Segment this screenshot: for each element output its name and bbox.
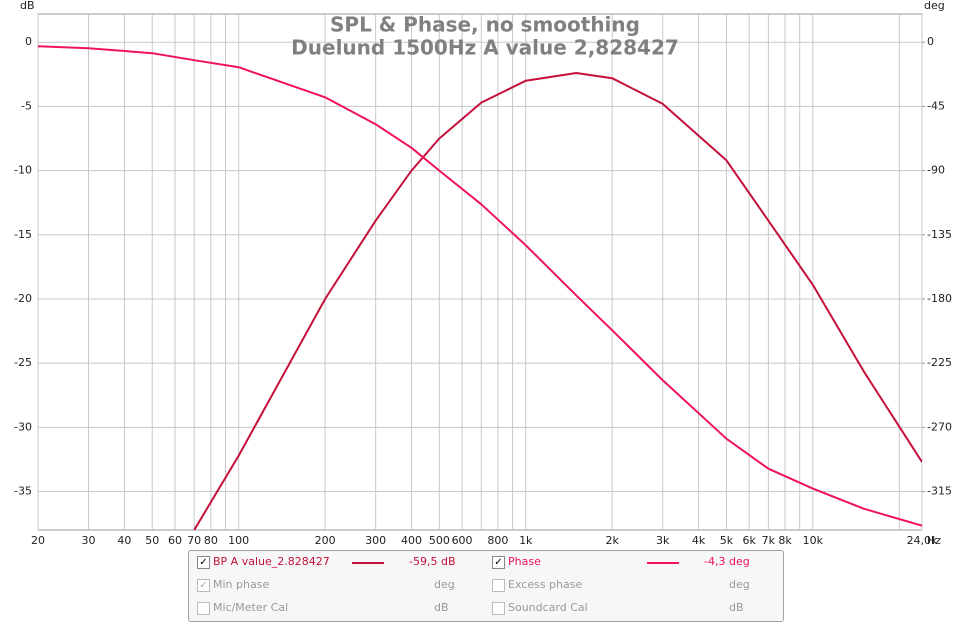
legend-label: Min phase — [213, 578, 270, 591]
x-tick-label: 80 — [204, 534, 218, 547]
y-tick-label: -30 — [14, 420, 32, 433]
checkbox[interactable]: ✓ — [197, 556, 210, 569]
x-tick-label: 60 — [168, 534, 182, 547]
y2-tick-label: -45 — [927, 99, 945, 112]
legend-unit: deg — [434, 578, 455, 591]
y-tick-label: -10 — [14, 164, 32, 177]
y-tick-label: -5 — [21, 99, 32, 112]
legend-label: Excess phase — [508, 578, 583, 591]
x-tick-label: 800 — [487, 534, 508, 547]
legend-reading: -4,3 deg — [704, 555, 750, 568]
legend-unit: deg — [729, 578, 750, 591]
chart-title: SPL & Phase, no smoothing — [330, 13, 640, 37]
checkbox[interactable]: ✓ — [492, 556, 505, 569]
legend-reading: -59,5 dB — [409, 555, 456, 568]
y2-tick-label: -135 — [927, 228, 952, 241]
x-tick-label: 24,0k — [907, 534, 938, 547]
legend-label: Soundcard Cal — [508, 601, 588, 614]
x-tick-label: 10k — [803, 534, 824, 547]
plot-area — [37, 13, 923, 531]
x-tick-label: 300 — [365, 534, 386, 547]
chart: SPL & Phase, no smoothing Duelund 1500Hz… — [14, 0, 952, 547]
chart-subtitle: Duelund 1500Hz A value 2,828427 — [291, 36, 679, 60]
x-tick-label: 8k — [778, 534, 792, 547]
x-tick-label: 30 — [82, 534, 96, 547]
y-tick-label: -20 — [14, 292, 32, 305]
checkbox[interactable] — [492, 602, 505, 615]
y-tick-label: -15 — [14, 228, 32, 241]
x-tick-label: 400 — [401, 534, 422, 547]
x-tick-label: 4k — [692, 534, 706, 547]
y-tick-label: 0 — [25, 35, 32, 48]
x-tick-label: 70 — [187, 534, 201, 547]
y2-tick-label: -270 — [927, 420, 952, 433]
y-axis-label: dB — [20, 0, 35, 12]
x-tick-label: 50 — [145, 534, 159, 547]
legend-unit: dB — [729, 601, 744, 614]
x-tick-label: 20 — [31, 534, 45, 547]
x-tick-label: 5k — [720, 534, 734, 547]
checkbox[interactable] — [197, 602, 210, 615]
checkbox[interactable] — [492, 579, 505, 592]
x-tick-label: 1k — [519, 534, 533, 547]
y2-tick-label: -315 — [927, 484, 952, 497]
y2-axis-label: deg — [924, 0, 945, 12]
x-axis-label: Hz — [927, 534, 941, 547]
x-tick-label: 600 — [452, 534, 473, 547]
x-tick-label: 200 — [315, 534, 336, 547]
y2-tick-label: -180 — [927, 292, 952, 305]
checkbox[interactable]: ✓ — [197, 579, 210, 592]
x-tick-label: 2k — [605, 534, 619, 547]
x-tick-label: 7k — [762, 534, 776, 547]
legend-unit: dB — [434, 601, 449, 614]
legend-swatch — [352, 562, 384, 564]
x-tick-label: 500 — [429, 534, 450, 547]
y-tick-label: -35 — [14, 484, 32, 497]
legend-label: BP A value_2.828427 — [213, 555, 330, 568]
x-tick-label: 40 — [117, 534, 131, 547]
y2-tick-label: -90 — [927, 164, 945, 177]
x-tick-label: 3k — [656, 534, 670, 547]
series-line — [193, 72, 922, 530]
legend-label: Mic/Meter Cal — [213, 601, 289, 614]
legend: ✓ BP A value_2.828427 -59,5 dB ✓ Phase -4,3 d… — [188, 550, 784, 622]
x-tick-label: 6k — [742, 534, 756, 547]
y2-tick-label: 0 — [927, 35, 934, 48]
y2-tick-label: -225 — [927, 356, 952, 369]
series-line — [38, 45, 922, 527]
x-tick-label: 100 — [228, 534, 249, 547]
y-tick-label: -25 — [14, 356, 32, 369]
legend-swatch — [647, 562, 679, 564]
legend-label: Phase — [508, 555, 541, 568]
